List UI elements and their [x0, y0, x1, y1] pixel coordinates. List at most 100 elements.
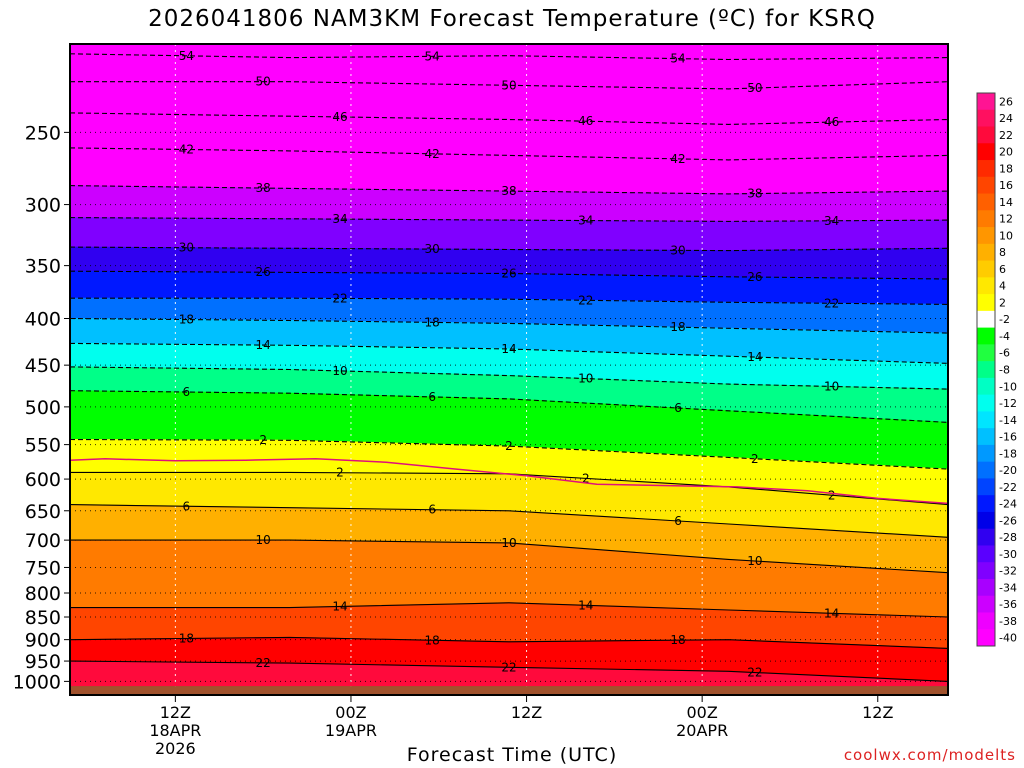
colorbar-swatch — [977, 528, 995, 546]
colorbar-swatch — [977, 243, 995, 262]
isotherm-label: 54 — [179, 49, 194, 63]
isotherm-label: 14 — [747, 350, 762, 364]
colorbar-label: -26 — [999, 514, 1017, 527]
isotherm-line — [70, 53, 948, 61]
colorbar-swatch — [977, 260, 995, 278]
colorbar-label: -34 — [999, 581, 1017, 594]
isotherm-label: 30 — [179, 241, 194, 255]
isotherm-label: 42 — [670, 152, 685, 166]
colorbar-label: -10 — [999, 380, 1017, 393]
colorbar-swatch — [977, 327, 995, 345]
isotherm-label: 34 — [824, 214, 839, 228]
isotherm-label: 14 — [824, 606, 839, 620]
x-tick-label: 12Z — [511, 703, 542, 722]
colorbar-swatch — [977, 294, 995, 312]
y-tick-label: 800 — [25, 583, 61, 605]
colorbar-swatch — [977, 478, 995, 496]
isotherm-label: 50 — [501, 78, 516, 92]
y-tick-label: 850 — [25, 607, 61, 629]
colorbar-swatch — [977, 310, 995, 329]
y-axis: 2503003504004505005506006507007508008509… — [13, 122, 70, 693]
isotherm-line — [70, 81, 948, 90]
isotherm-label: 30 — [425, 242, 440, 256]
isotherm-line — [70, 438, 948, 470]
colorbar-frame — [976, 92, 996, 647]
y-tick-label: 450 — [25, 355, 61, 377]
isotherm-line — [70, 217, 948, 222]
isotherm-label: 38 — [501, 184, 516, 198]
colorbar-swatch — [977, 126, 995, 144]
colorbar-swatch — [977, 428, 995, 446]
temperature-fill — [70, 44, 948, 695]
isotherm-label: 10 — [578, 372, 593, 386]
colorbar-label: 4 — [999, 280, 1006, 293]
isotherm-label: 50 — [256, 75, 271, 89]
isotherm-label: 22 — [256, 656, 271, 670]
colorbar-swatch — [977, 93, 995, 111]
isotherm-label: 14 — [256, 338, 271, 352]
isotherm-label: 14 — [501, 342, 516, 356]
y-tick-label: 1000 — [13, 671, 61, 693]
isotherm-label: 18 — [179, 313, 194, 327]
fill-band — [70, 44, 948, 60]
colorbar-label: 6 — [999, 263, 1006, 276]
isotherm-label: 14 — [332, 599, 347, 613]
isotherm-label: 2 — [336, 466, 344, 480]
isotherm-label: 2 — [259, 433, 267, 447]
isotherm-label: 6 — [428, 503, 436, 517]
colorbar-swatch — [977, 411, 995, 429]
x-tick-label: 12Z — [160, 703, 191, 722]
colorbar-label: -6 — [999, 347, 1010, 360]
isotherm-line — [70, 636, 948, 649]
colorbar-label: -30 — [999, 548, 1017, 561]
isotherm-label: 22 — [824, 296, 839, 310]
colorbar-swatch — [977, 612, 995, 630]
colorbar-label: 26 — [999, 95, 1013, 108]
colorbar-label: -36 — [999, 598, 1017, 611]
colorbar-swatch — [977, 193, 995, 211]
isotherm-label: 18 — [425, 633, 440, 647]
isotherm-label: 54 — [670, 52, 685, 66]
colorbar-label: 22 — [999, 129, 1013, 142]
colorbar-swatch — [977, 511, 995, 530]
isotherm-label: 34 — [332, 212, 347, 226]
chart-title: 2026041806 NAM3KM Forecast Temperature (… — [148, 6, 876, 32]
isotherm-line — [70, 390, 948, 423]
isotherm-line — [70, 147, 948, 161]
colorbar-label: 18 — [999, 162, 1013, 175]
y-tick-label: 400 — [25, 309, 61, 331]
isotherm-line — [70, 539, 948, 574]
colorbar-swatch — [977, 578, 995, 597]
colorbar-label: -14 — [999, 414, 1017, 427]
colorbar-label: -24 — [999, 498, 1017, 511]
colorbar-swatch — [977, 277, 995, 295]
x-tick-label: 20APR — [676, 721, 728, 740]
ground-surface — [70, 686, 948, 695]
isotherm-label: 6 — [183, 385, 191, 399]
isotherm-label: 14 — [578, 598, 593, 612]
isotherm-label: 38 — [256, 181, 271, 195]
isotherm-label: 46 — [332, 110, 347, 124]
isotherm-label: 10 — [256, 533, 271, 547]
watermark: coolwx.com/modelts — [843, 746, 1016, 764]
isotherm-line — [70, 504, 948, 538]
colorbar-swatch — [977, 377, 995, 396]
isotherm-line — [70, 342, 948, 364]
colorbar-swatch — [977, 595, 995, 613]
colorbar-swatch — [977, 361, 995, 379]
isotherm-line — [70, 317, 948, 334]
isotherm-line — [70, 185, 948, 195]
isotherm-line — [70, 270, 948, 280]
colorbar-swatch — [977, 143, 995, 161]
isotherm-label: 26 — [747, 270, 762, 284]
colorbar-swatch — [977, 176, 995, 195]
x-tick-label: 2026 — [155, 739, 196, 758]
isotherm-label: 18 — [179, 631, 194, 645]
colorbar-label: -4 — [999, 330, 1010, 343]
isotherm-line — [70, 660, 948, 682]
y-tick-label: 300 — [25, 195, 61, 217]
isotherm-label: 30 — [670, 243, 685, 257]
colorbar-label: -32 — [999, 565, 1017, 578]
colorbar-label: 8 — [999, 246, 1006, 259]
colorbar-label: 20 — [999, 146, 1013, 159]
